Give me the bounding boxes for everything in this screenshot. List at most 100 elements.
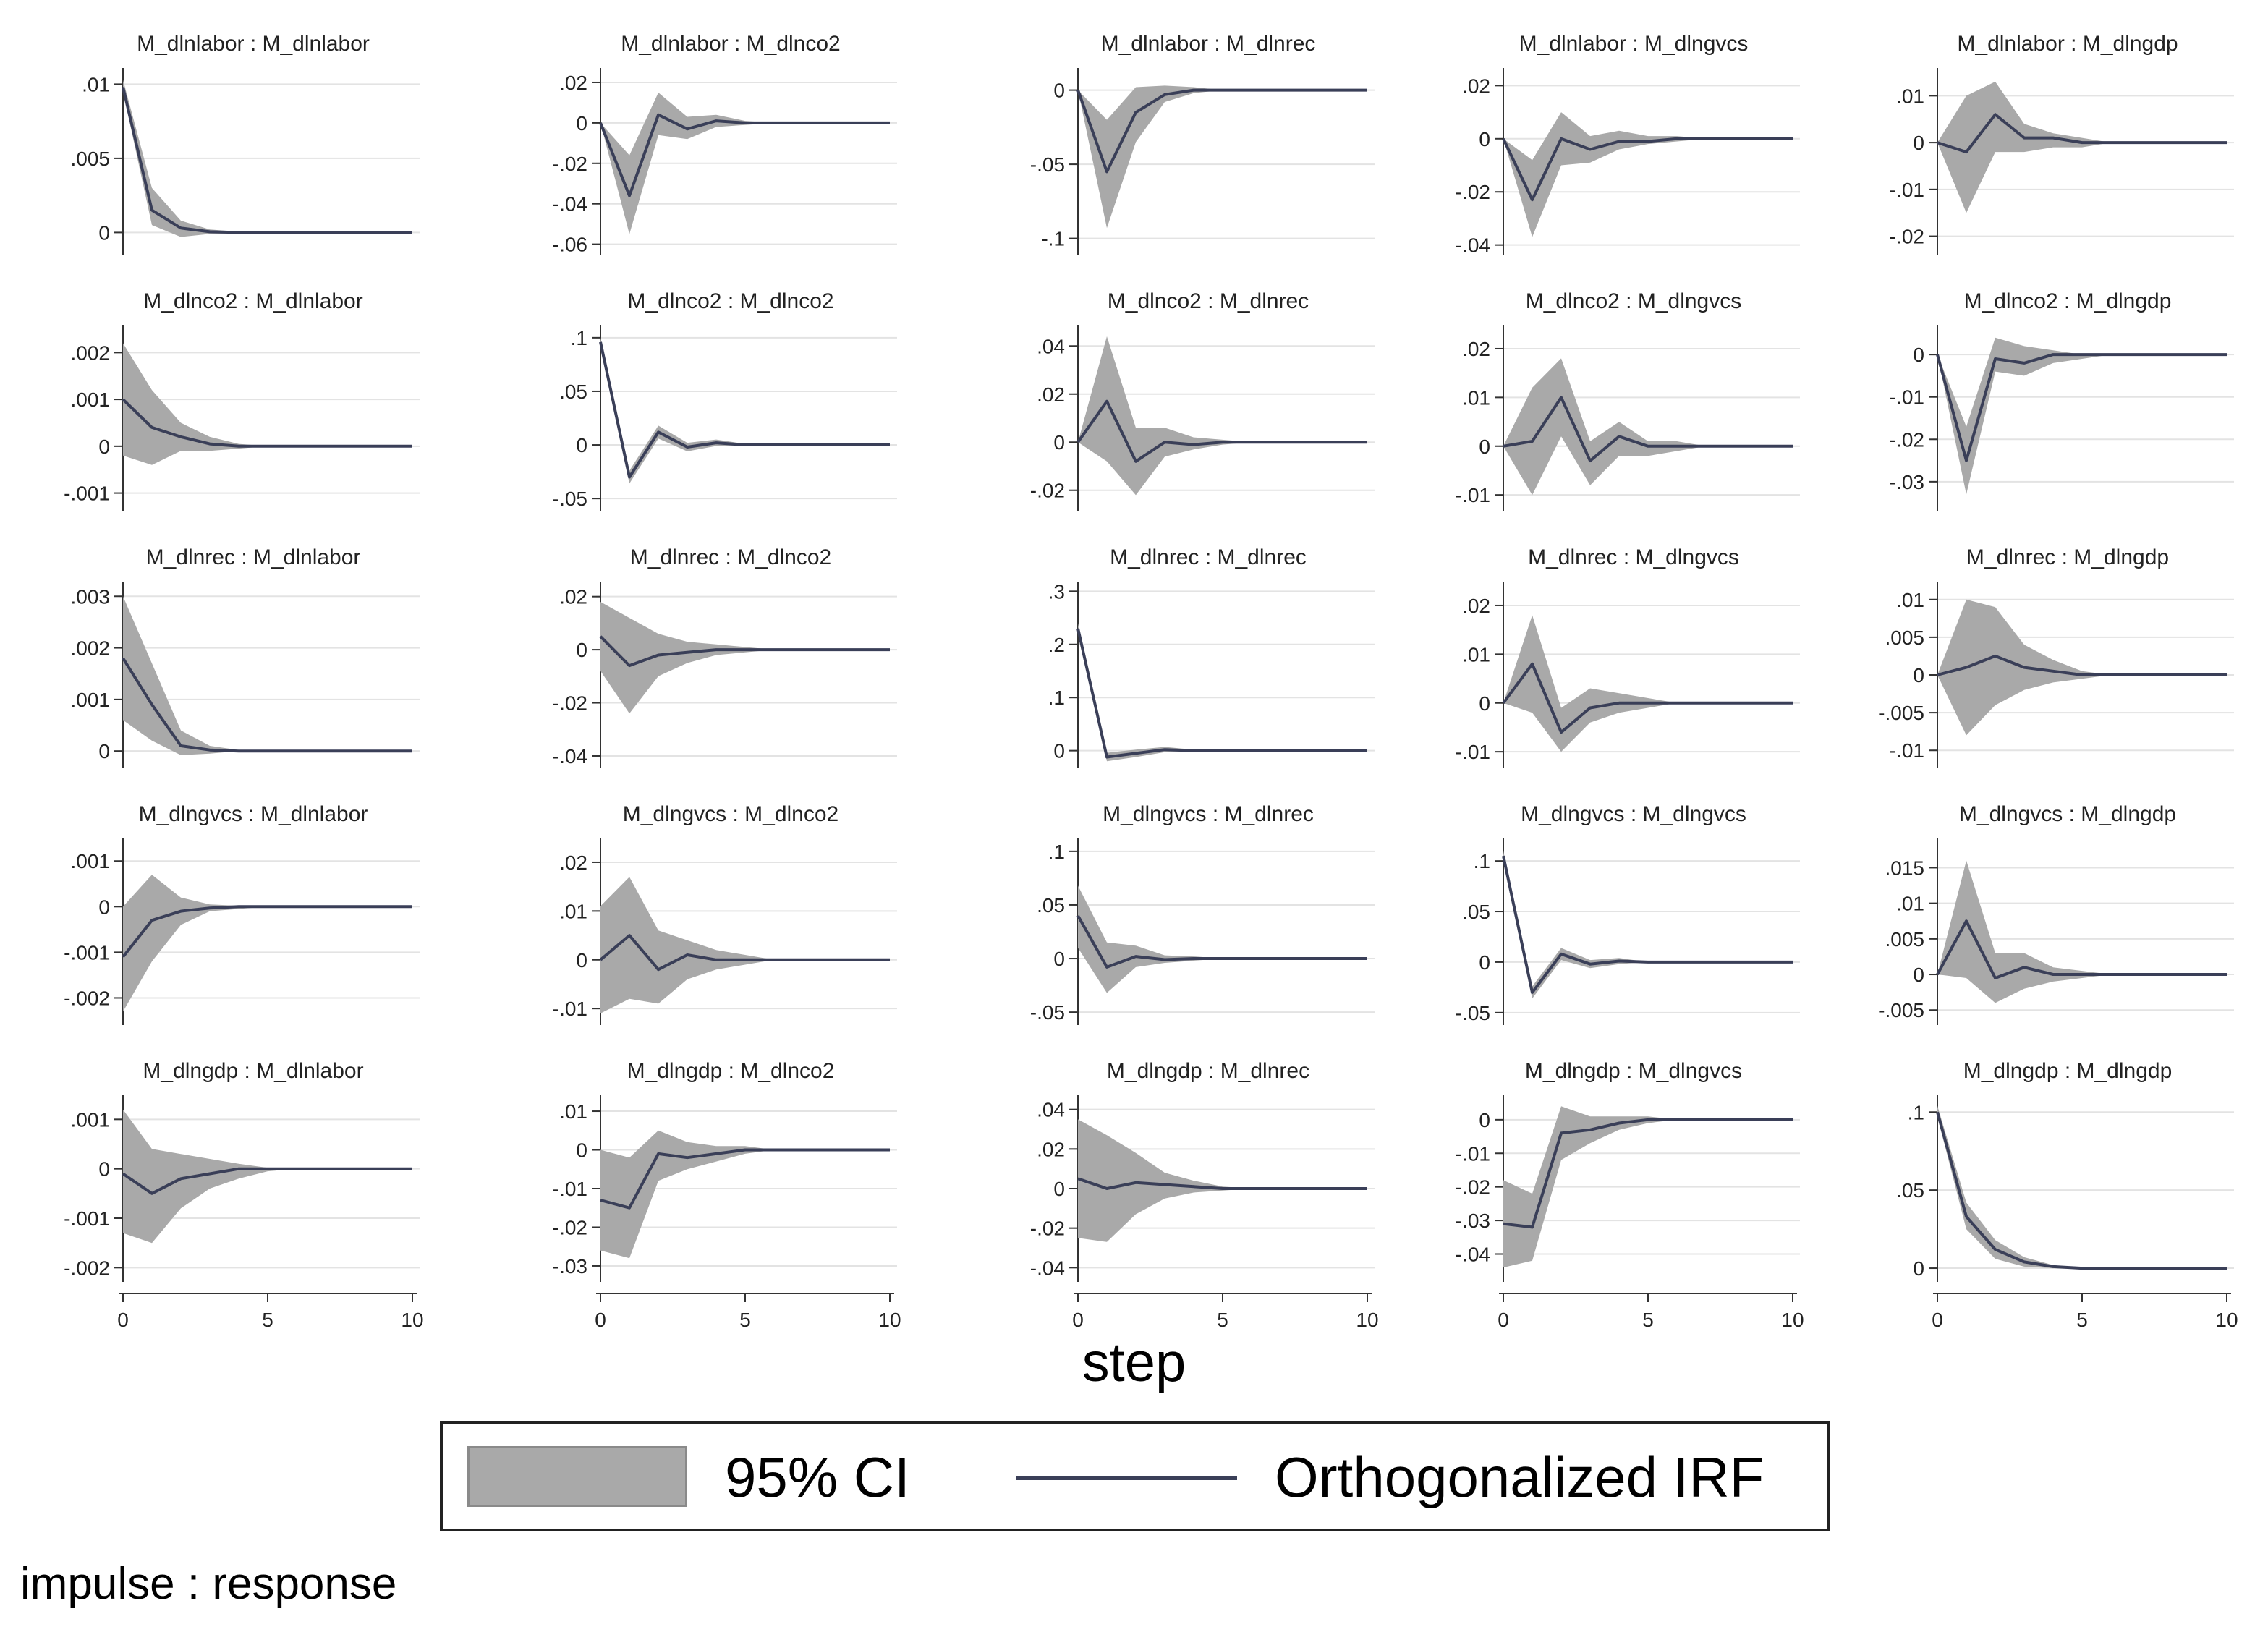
panel-title: M_dlngdp : M_dlngdp	[1963, 1059, 2173, 1083]
ci-band	[1937, 860, 2227, 1003]
irf-panel: M_dlnrec : M_dlngdp -.01 -.005 0 .005 .01	[1878, 545, 2234, 768]
irf-panel: M_dlngvcs : M_dlnco2 -.01 0 .01 .02	[553, 802, 897, 1025]
y-tick-label: -.06	[553, 234, 587, 256]
y-tick-label: .001	[71, 689, 111, 711]
irf-line	[122, 1167, 412, 1195]
x-tick-label: 0	[1932, 1309, 1943, 1331]
ci-band	[123, 1109, 412, 1244]
y-tick-label: 0	[1913, 664, 1924, 687]
ci-band	[123, 875, 412, 1012]
y-tick-label: -.002	[64, 1257, 110, 1279]
y-tick-label: .003	[71, 585, 111, 608]
y-tick-label: .01	[1462, 386, 1490, 409]
y-tick-label: 0	[1053, 1178, 1065, 1200]
ci-band	[600, 337, 890, 484]
y-tick-label: 0	[1913, 344, 1924, 366]
y-tick-label: .01	[1896, 893, 1924, 915]
y-tick-label: .01	[1462, 643, 1490, 666]
x-tick-label: 10	[1356, 1309, 1378, 1331]
panel-title: M_dlngdp : M_dlngvcs	[1525, 1059, 1742, 1083]
irf-line	[1076, 628, 1367, 759]
y-tick-label: .01	[559, 900, 587, 922]
y-tick-label: .04	[1037, 335, 1065, 357]
x-tick-label: 10	[401, 1309, 423, 1331]
y-tick-label: .1	[1048, 687, 1065, 709]
y-tick-label: -.04	[1456, 1244, 1490, 1266]
y-tick-label: -.03	[553, 1255, 587, 1278]
y-tick-label: -.05	[1030, 153, 1065, 176]
irf-line	[1502, 137, 1793, 202]
irf-panel: M_dlnrec : M_dlnlabor 0 .001 .002 .003	[71, 545, 420, 768]
x-tick-label: 5	[262, 1309, 273, 1331]
y-tick-label: -.005	[1878, 702, 1924, 724]
y-tick-label: 0	[576, 949, 587, 972]
y-tick-label: 0	[98, 1158, 110, 1181]
ci-band	[600, 1130, 890, 1259]
panel-title: M_dlnco2 : M_dlngvcs	[1526, 289, 1741, 313]
y-tick-label: 0	[576, 112, 587, 135]
y-tick-label: .05	[1896, 1179, 1924, 1202]
y-tick-label: 0	[1053, 80, 1065, 102]
y-tick-label: .3	[1048, 580, 1065, 603]
y-tick-label: -.005	[1878, 999, 1924, 1021]
y-tick-label: .005	[1885, 928, 1925, 951]
irf-line	[122, 657, 412, 753]
x-tick-label: 10	[1781, 1309, 1804, 1331]
y-tick-label: -.001	[64, 483, 110, 505]
y-tick-label: .02	[1462, 75, 1490, 97]
y-tick-label: -.02	[1890, 428, 1924, 451]
ci-band	[1078, 85, 1367, 229]
ci-band	[1937, 599, 2227, 736]
irf-panel: M_dlnco2 : M_dlnco2 -.05 0 .05 .1	[553, 289, 897, 511]
y-tick-label: -.02	[1030, 1217, 1065, 1240]
y-tick-label: -.02	[553, 153, 587, 175]
panel-title: M_dlngdp : M_dlnco2	[627, 1059, 835, 1083]
y-tick-label: .05	[559, 381, 587, 403]
x-tick-label: 0	[1072, 1309, 1084, 1331]
irf-line	[1076, 914, 1367, 969]
irf-panel: M_dlnrec : M_dlnco2 -.04 -.02 0 .02	[553, 545, 897, 768]
y-tick-label: .1	[571, 327, 587, 349]
y-tick-label: -.001	[64, 941, 110, 964]
panel-title: M_dlnlabor : M_dlngvcs	[1519, 32, 1749, 56]
y-tick-label: -.05	[1456, 1002, 1490, 1024]
y-tick-label: .04	[1037, 1099, 1065, 1121]
panel-title: M_dlnrec : M_dlnlabor	[146, 545, 361, 569]
irf-panel: M_dlngdp : M_dlnlabor -.002 -.001 0 .001 0 5 10	[64, 1059, 423, 1331]
y-tick-label: .005	[1885, 626, 1925, 649]
legend: 95% CI Orthogonalized IRF	[440, 1421, 1830, 1531]
y-tick-label: -.02	[553, 1216, 587, 1238]
y-tick-label: -.02	[553, 692, 587, 715]
irf-line	[1503, 1118, 1793, 1229]
y-tick-label: .002	[71, 637, 111, 660]
irf-panel: M_dlngdp : M_dlnrec -.04 -.02 0 .02 .04 0 5 10	[1030, 1059, 1379, 1331]
irf-line	[1503, 396, 1793, 462]
ci-band	[600, 93, 890, 234]
ci-band	[1937, 1105, 2227, 1269]
legend-ci-label: 95% CI	[725, 1445, 910, 1509]
y-tick-label: -.03	[1456, 1210, 1490, 1232]
irf-line	[1076, 399, 1367, 463]
y-tick-label: .01	[559, 1100, 587, 1123]
y-tick-label: 0	[98, 896, 110, 918]
ci-band	[123, 80, 412, 237]
ci-band	[1078, 1119, 1367, 1242]
ci-band	[1078, 885, 1367, 993]
irf-line	[599, 934, 890, 972]
x-tick-label: 0	[1498, 1309, 1509, 1331]
legend-irf-line-swatch	[1016, 1476, 1237, 1480]
y-tick-label: .01	[1896, 589, 1924, 611]
irf-panel: M_dlnrec : M_dlnrec 0 .1 .2 .3	[1048, 545, 1375, 768]
y-tick-label: 0	[576, 434, 587, 456]
y-tick-label: .2	[1048, 634, 1065, 656]
panel-title: M_dlngvcs : M_dlngvcs	[1521, 802, 1746, 826]
irf-panel: M_dlngvcs : M_dlngvcs -.05 0 .05 .1	[1456, 802, 1800, 1025]
irf-panel: M_dlnlabor : M_dlngdp -.02 -.01 0 .01	[1890, 32, 2234, 255]
irf-line	[122, 398, 412, 448]
y-tick-label: -.04	[553, 193, 587, 216]
y-tick-label: .1	[1048, 841, 1065, 863]
irf-panel: M_dlnlabor : M_dlnlabor 0 .005 .01	[71, 32, 420, 255]
y-tick-label: 0	[576, 639, 587, 661]
x-tick-label: 10	[878, 1309, 901, 1331]
